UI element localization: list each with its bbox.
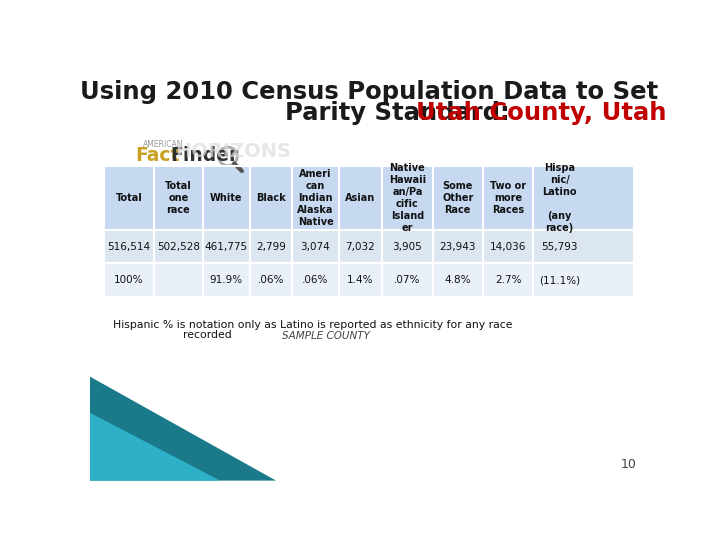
Text: Hispanic % is notation only as Latino is reported as ethnicity for any race: Hispanic % is notation only as Latino is…	[113, 320, 513, 330]
Text: Fact: Fact	[135, 146, 179, 165]
Text: HORIZONS: HORIZONS	[176, 141, 292, 160]
Text: 516,514: 516,514	[107, 241, 150, 252]
Text: 55,793: 55,793	[541, 241, 578, 252]
Text: 100%: 100%	[114, 275, 143, 286]
Text: 3,074: 3,074	[301, 241, 330, 252]
Text: .06%: .06%	[302, 275, 329, 286]
Text: Total
one
race: Total one race	[165, 181, 192, 215]
Text: 23,943: 23,943	[439, 241, 476, 252]
Text: White: White	[210, 193, 243, 203]
Text: Hispa
nic/
Latino

(any
race): Hispa nic/ Latino (any race)	[542, 163, 577, 233]
Text: Native
Hawaii
an/Pa
cific
Island
er: Native Hawaii an/Pa cific Island er	[389, 163, 426, 233]
Text: Utah County, Utah: Utah County, Utah	[415, 100, 666, 125]
Text: Black: Black	[256, 193, 286, 203]
Text: Some
Other
Race: Some Other Race	[442, 181, 474, 215]
Text: 2.7%: 2.7%	[495, 275, 521, 286]
Text: 461,775: 461,775	[204, 241, 248, 252]
Text: Parity Standard:: Parity Standard:	[285, 100, 518, 125]
Bar	[104, 230, 634, 264]
Text: 14,036: 14,036	[490, 241, 526, 252]
Text: Finder: Finder	[170, 146, 238, 165]
Polygon shape	[90, 413, 220, 481]
Text: AMERICAN: AMERICAN	[143, 140, 183, 150]
Text: Asian: Asian	[346, 193, 376, 203]
Text: Using 2010 Census Population Data to Set: Using 2010 Census Population Data to Set	[80, 80, 658, 104]
Text: 4.8%: 4.8%	[444, 275, 471, 286]
Bar	[104, 264, 634, 298]
Text: .07%: .07%	[394, 275, 420, 286]
Text: 1.4%: 1.4%	[347, 275, 374, 286]
Text: 10: 10	[621, 458, 636, 471]
Text: .06%: .06%	[258, 275, 284, 286]
Text: recorded: recorded	[183, 330, 232, 340]
Text: Two or
more
Races: Two or more Races	[490, 181, 526, 215]
Text: 7,032: 7,032	[346, 241, 375, 252]
Text: 91.9%: 91.9%	[210, 275, 243, 286]
Text: 3,905: 3,905	[392, 241, 422, 252]
Text: Ameri
can
Indian
Alaska
Native: Ameri can Indian Alaska Native	[297, 169, 333, 227]
Text: (11.1%): (11.1%)	[539, 275, 580, 286]
Text: 2,799: 2,799	[256, 241, 286, 252]
Polygon shape	[90, 377, 276, 481]
Text: 502,528: 502,528	[157, 241, 200, 252]
Text: SAMPLE COUNTY: SAMPLE COUNTY	[282, 331, 370, 341]
Bar	[104, 166, 634, 230]
Text: Total: Total	[115, 193, 142, 203]
